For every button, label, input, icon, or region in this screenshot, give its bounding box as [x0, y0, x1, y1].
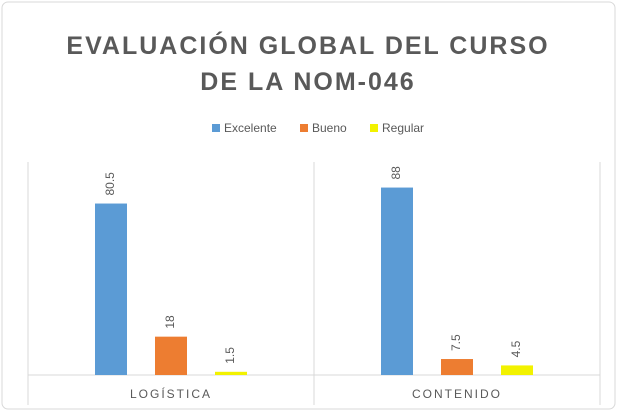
data-label: 80.5 — [103, 172, 117, 196]
legend-swatch — [370, 124, 378, 132]
x-tick-label: LOGÍSTICA — [130, 386, 212, 401]
data-label: 1.5 — [223, 347, 237, 364]
chart-title: EVALUACIÓN GLOBAL DEL CURSO DE LA NOM-04… — [66, 32, 550, 96]
data-label: 4.5 — [509, 340, 523, 357]
bar — [501, 365, 533, 375]
bar — [95, 203, 127, 375]
legend-label: Regular — [382, 121, 424, 135]
legend-swatch — [212, 124, 220, 132]
legend-label: Bueno — [312, 121, 347, 135]
bar — [441, 359, 473, 375]
bar — [155, 336, 187, 375]
data-label: 88 — [389, 166, 403, 180]
legend-swatch — [300, 124, 308, 132]
data-label: 7.5 — [449, 334, 463, 351]
x-tick-label: CONTENIDO — [412, 387, 502, 401]
bar — [215, 371, 247, 375]
bar — [381, 187, 413, 375]
legend-label: Excelente — [224, 121, 277, 135]
data-label: 18 — [163, 315, 177, 329]
